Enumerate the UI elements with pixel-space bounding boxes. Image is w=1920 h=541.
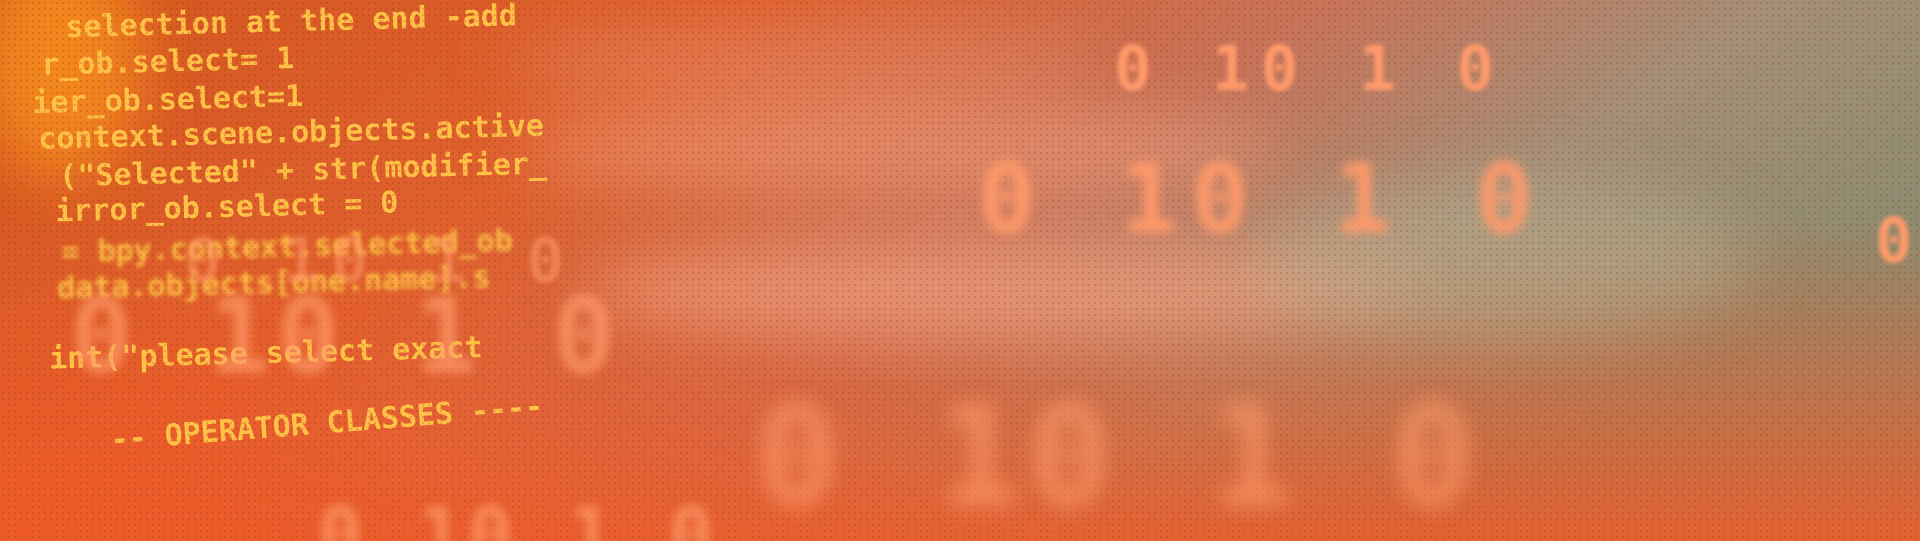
binary-row: 0 (1875, 204, 1912, 277)
